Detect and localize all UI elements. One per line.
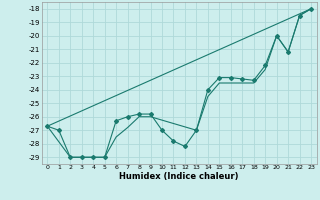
X-axis label: Humidex (Indice chaleur): Humidex (Indice chaleur): [119, 172, 239, 181]
